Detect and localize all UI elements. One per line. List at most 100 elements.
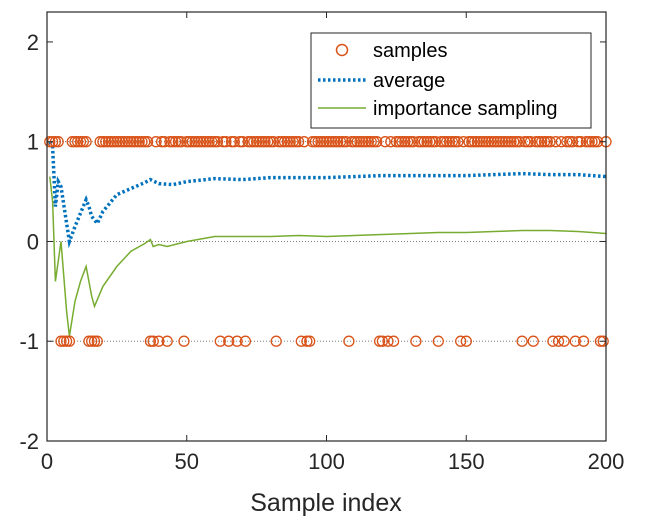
- sample-point: [195, 136, 207, 148]
- sample-point: [309, 136, 321, 148]
- y-tick-label: 1: [27, 130, 39, 155]
- sample-point: [491, 136, 503, 148]
- sample-point: [346, 136, 358, 148]
- reference-lines: [47, 141, 606, 342]
- sample-point: [359, 136, 372, 148]
- legend-samples-label: samples: [373, 40, 447, 62]
- sample-point: [290, 136, 302, 148]
- sample-point: [597, 335, 609, 347]
- sample-point: [234, 136, 246, 148]
- sample-point: [119, 136, 131, 148]
- sample-point: [485, 136, 498, 148]
- sample-point: [276, 136, 288, 148]
- sample-point: [552, 335, 565, 347]
- sample-point: [206, 136, 218, 148]
- sample-point: [477, 136, 489, 148]
- sample-point: [460, 335, 472, 347]
- sample-point: [111, 136, 123, 148]
- importance-sampling-line: [49, 176, 607, 337]
- sample-point: [449, 136, 461, 148]
- y-tick-label: -1: [19, 329, 39, 354]
- sample-point: [91, 335, 103, 347]
- sample-point: [373, 335, 386, 347]
- sample-point: [401, 136, 414, 148]
- sample-point: [371, 136, 383, 148]
- sample-point: [365, 136, 377, 148]
- plot-area: [44, 136, 612, 347]
- sample-point: [169, 136, 182, 148]
- sample-point: [248, 136, 260, 148]
- sample-point: [348, 136, 361, 148]
- sample-point: [580, 136, 593, 148]
- legend-samples-marker: [335, 43, 349, 57]
- sample-point: [130, 136, 143, 148]
- sample-point: [577, 335, 590, 347]
- sample-point: [264, 136, 277, 148]
- sample-point: [236, 136, 249, 148]
- sample-point: [100, 136, 112, 148]
- samples-series: [44, 136, 612, 347]
- sample-point: [508, 136, 520, 148]
- sample-point: [304, 335, 316, 347]
- sample-point: [295, 335, 307, 347]
- sample-point: [468, 136, 481, 148]
- sample-point: [209, 136, 221, 148]
- sample-point: [175, 136, 187, 148]
- sample-point: [555, 136, 567, 148]
- sample-point: [281, 136, 294, 148]
- sample-point: [228, 136, 240, 148]
- sample-point: [404, 136, 417, 148]
- sample-point: [211, 136, 224, 148]
- sample-point: [379, 136, 391, 148]
- sample-point: [44, 136, 56, 148]
- sample-point: [217, 136, 229, 148]
- y-tick-label: 0: [27, 229, 39, 254]
- sample-point: [561, 136, 573, 148]
- sample-point: [564, 136, 576, 148]
- sample-point: [55, 335, 67, 347]
- sample-point: [354, 136, 366, 148]
- sample-point: [97, 136, 109, 148]
- sample-point: [413, 136, 425, 148]
- sample-point: [410, 335, 422, 347]
- sample-point: [259, 136, 271, 148]
- sample-point: [318, 136, 330, 148]
- importance-sampling-series: [49, 176, 607, 337]
- sample-point: [80, 136, 92, 148]
- sample-point: [586, 136, 598, 148]
- sample-point: [329, 136, 341, 148]
- sample-point: [396, 136, 408, 148]
- sample-point: [161, 335, 173, 347]
- sample-point: [102, 136, 115, 148]
- sample-point: [438, 136, 450, 148]
- sample-point: [589, 136, 601, 148]
- sample-point: [139, 136, 151, 148]
- sample-point: [239, 335, 252, 347]
- sample-point: [432, 335, 444, 347]
- sample-point: [340, 136, 352, 148]
- sample-point: [332, 136, 344, 148]
- y-tick-label: 2: [27, 30, 39, 55]
- sample-point: [273, 136, 285, 148]
- sample-point: [192, 136, 204, 148]
- sample-point: [197, 136, 210, 148]
- sample-point: [474, 136, 486, 148]
- sample-point: [69, 136, 81, 148]
- sample-point: [488, 136, 500, 148]
- sample-point: [326, 136, 338, 148]
- sample-point: [524, 136, 537, 148]
- average-line: [48, 140, 607, 249]
- sample-point: [58, 335, 70, 347]
- sample-point: [533, 136, 545, 148]
- sample-point: [343, 335, 355, 347]
- sample-point: [200, 136, 212, 148]
- sample-point: [550, 136, 562, 148]
- sample-point: [494, 136, 506, 148]
- sample-point: [334, 136, 347, 148]
- sample-point: [538, 136, 551, 148]
- sample-point: [77, 136, 89, 148]
- sample-point: [72, 136, 84, 148]
- sample-point: [429, 136, 442, 148]
- sample-point: [457, 136, 470, 148]
